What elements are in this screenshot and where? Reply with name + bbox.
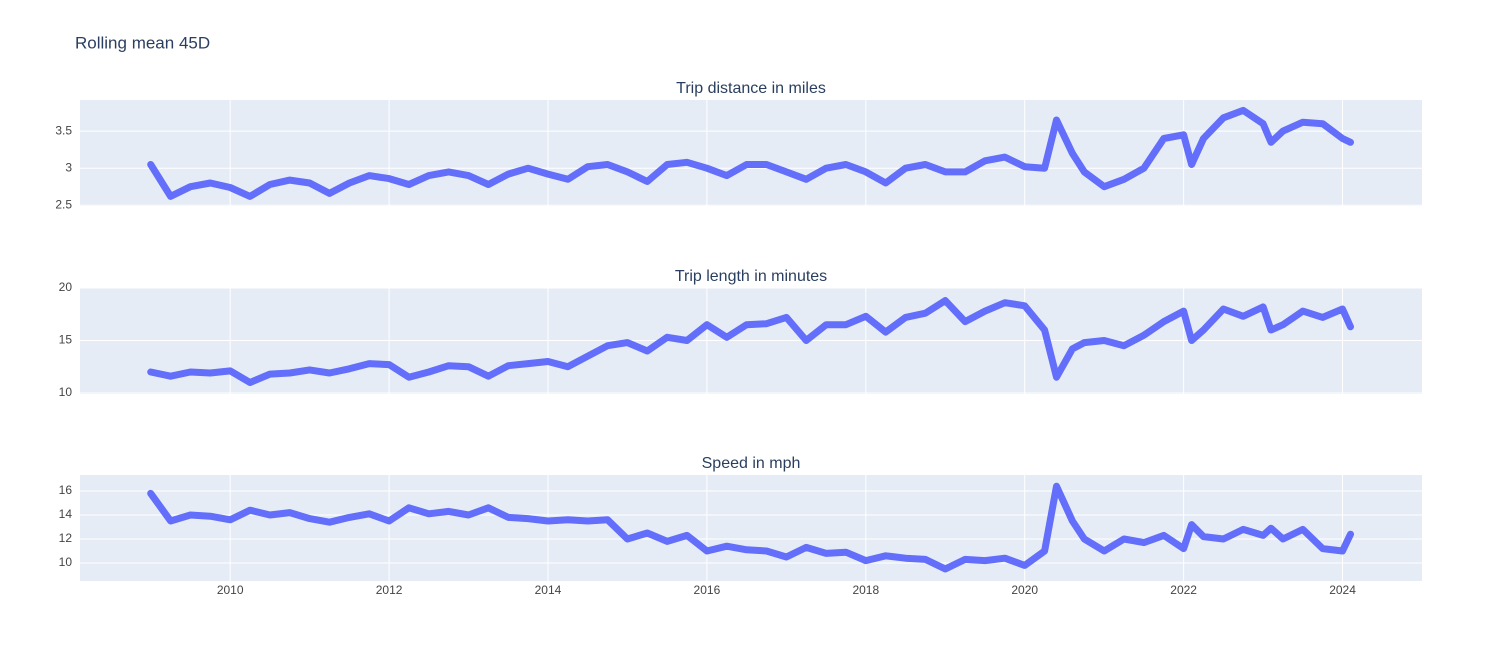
data-line [147, 106, 1354, 200]
data-line [147, 297, 1354, 386]
y-tick-label: 12 [59, 531, 73, 545]
x-tick-label: 2014 [535, 583, 562, 597]
y-tick-label: 15 [59, 333, 73, 347]
subplot-title: Trip length in minutes [675, 268, 827, 285]
x-tick-label: 2022 [1170, 583, 1197, 597]
x-tick-label: 2012 [376, 583, 403, 597]
plot-background [80, 288, 1422, 394]
y-tick-label: 2.5 [55, 197, 72, 211]
x-tick-label: 2018 [852, 583, 879, 597]
data-line [147, 482, 1354, 573]
y-tick-label: 10 [59, 555, 73, 569]
y-tick-label: 14 [59, 507, 73, 521]
subplot-title: Speed in mph [702, 455, 801, 472]
x-tick-label: 2024 [1329, 583, 1356, 597]
y-tick-label: 16 [59, 483, 73, 497]
subplot-title: Trip distance in miles [676, 80, 826, 97]
y-tick-label: 3.5 [55, 123, 72, 137]
x-tick-label: 2010 [217, 583, 244, 597]
y-tick-label: 3 [65, 160, 72, 174]
page-title: Rolling mean 45D [75, 33, 210, 52]
x-tick-label: 2016 [694, 583, 721, 597]
y-tick-label: 10 [59, 385, 73, 399]
y-tick-label: 20 [59, 280, 73, 294]
x-tick-label: 2020 [1011, 583, 1038, 597]
